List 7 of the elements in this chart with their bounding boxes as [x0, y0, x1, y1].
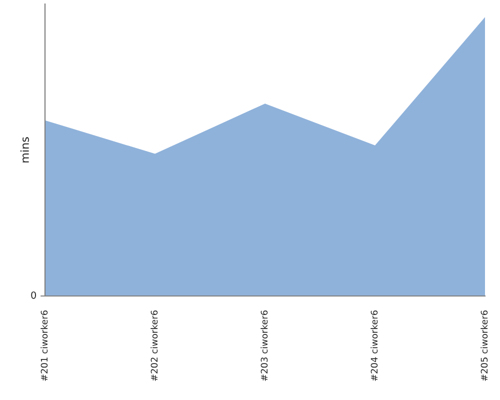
x-tick-label: #201 ciworker6 [40, 310, 48, 381]
x-tick-label: #204 ciworker6 [370, 310, 378, 381]
x-tick-label: #202 ciworker6 [150, 310, 158, 381]
text: 0 [31, 291, 36, 299]
y-axis-title: mins [20, 137, 29, 162]
x-tick-label: #205 ciworker6 [480, 310, 488, 381]
x-tick-label: #203 ciworker6 [260, 310, 268, 381]
